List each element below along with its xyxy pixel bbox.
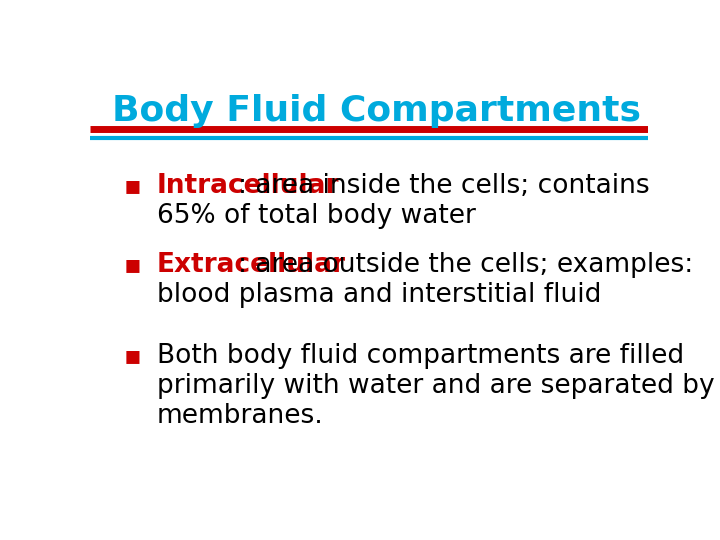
Text: membranes.: membranes. (157, 403, 324, 429)
Text: : area inside the cells; contains: : area inside the cells; contains (238, 173, 658, 199)
Text: primarily with water and are separated by: primarily with water and are separated b… (157, 373, 720, 399)
Text: blood plasma and interstitial fluid: blood plasma and interstitial fluid (157, 282, 601, 308)
Text: 65% of total body water: 65% of total body water (157, 203, 476, 229)
Text: : area outside the cells; examples:: : area outside the cells; examples: (238, 252, 702, 278)
Text: ▪: ▪ (124, 252, 141, 278)
Text: Body Fluid Compartments: Body Fluid Compartments (112, 94, 642, 128)
Text: Intracellular: Intracellular (157, 173, 339, 199)
Text: ▪: ▪ (124, 343, 141, 369)
Text: ▪: ▪ (124, 173, 141, 199)
Text: Extracellular: Extracellular (157, 252, 346, 278)
Text: Both body fluid compartments are filled: Both body fluid compartments are filled (157, 343, 693, 369)
